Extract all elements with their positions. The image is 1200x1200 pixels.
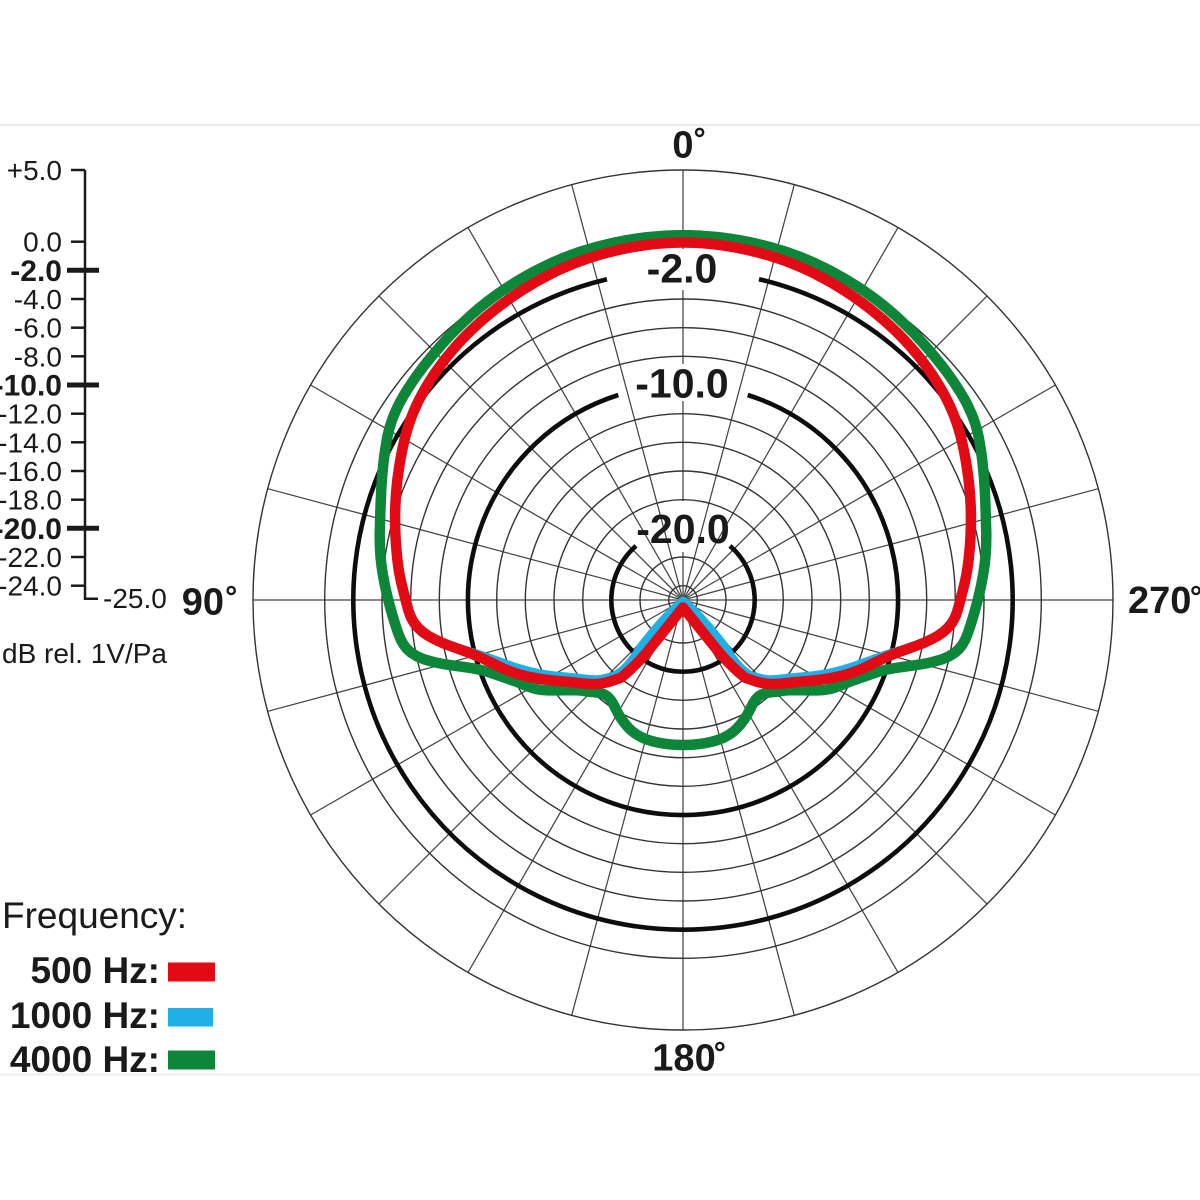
svg-text:270: 270: [1128, 580, 1191, 622]
svg-text:-20.0: -20.0: [636, 506, 729, 552]
svg-text:-20.0: -20.0: [0, 513, 62, 546]
svg-text:-14.0: -14.0: [0, 427, 62, 458]
svg-text:500 Hz:: 500 Hz:: [30, 950, 160, 991]
svg-text:4000 Hz:: 4000 Hz:: [10, 1039, 160, 1080]
svg-text:-24.0: -24.0: [0, 571, 62, 602]
svg-text:180: 180: [652, 1038, 715, 1080]
svg-text:-10.0: -10.0: [0, 370, 62, 403]
svg-text:-6.0: -6.0: [14, 313, 62, 344]
svg-text:-2.0: -2.0: [10, 255, 62, 288]
svg-text:-8.0: -8.0: [14, 341, 62, 372]
svg-text:-4.0: -4.0: [14, 284, 62, 315]
svg-text:1000 Hz:: 1000 Hz:: [10, 995, 160, 1036]
svg-text:0: 0: [672, 125, 693, 167]
svg-text:Frequency:: Frequency:: [2, 895, 187, 936]
svg-text:-22.0: -22.0: [0, 542, 62, 573]
svg-text:-25.0: -25.0: [103, 583, 167, 614]
svg-text:-12.0: -12.0: [0, 399, 62, 430]
svg-text:-10.0: -10.0: [635, 361, 728, 407]
svg-text:90: 90: [182, 582, 224, 624]
svg-text:0.0: 0.0: [23, 227, 62, 258]
svg-text:-2.0: -2.0: [647, 246, 718, 292]
svg-text:-18.0: -18.0: [0, 485, 62, 516]
svg-text:dB rel. 1V/Pa: dB rel. 1V/Pa: [2, 638, 167, 669]
svg-text:+5.0: +5.0: [7, 155, 62, 186]
svg-text:-16.0: -16.0: [0, 456, 62, 487]
